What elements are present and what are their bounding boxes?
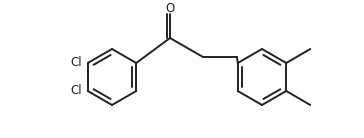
Text: Cl: Cl [70, 56, 82, 70]
Text: Cl: Cl [70, 84, 82, 98]
Text: O: O [165, 2, 175, 15]
